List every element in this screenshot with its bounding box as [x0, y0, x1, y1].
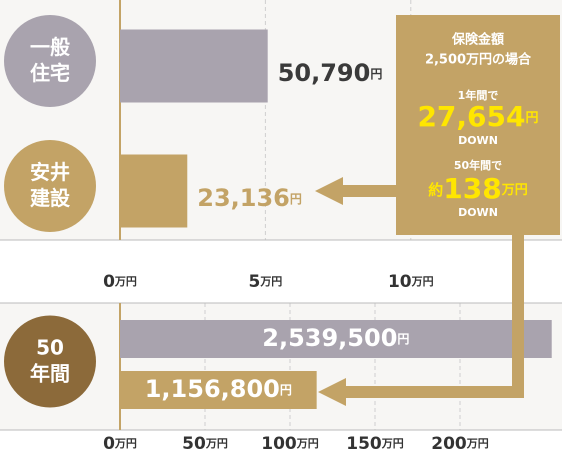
- arrow-shaft: [512, 230, 524, 398]
- category-badge: [4, 315, 96, 408]
- x-tick-label: 0万円: [103, 272, 137, 292]
- value-label: 2,539,500円: [262, 324, 409, 352]
- arrows: [315, 177, 524, 406]
- category-label: 安井建設: [30, 160, 71, 210]
- bar: [120, 371, 317, 409]
- category-badge: [4, 140, 96, 232]
- arrow-shaft: [344, 386, 524, 398]
- category-label: 一般住宅: [30, 35, 70, 85]
- arrow-head: [315, 177, 343, 205]
- x-tick-label: 50万円: [182, 434, 228, 454]
- unit: 円: [526, 111, 539, 126]
- category-label: 50 年間: [30, 335, 70, 385]
- amount: 138: [443, 172, 501, 205]
- x-tick-label: 150万円: [346, 434, 404, 454]
- callout-box: [396, 15, 560, 235]
- bar: [120, 320, 552, 358]
- bar: [120, 154, 188, 228]
- callout-amount: 約138万円: [428, 172, 527, 205]
- callout-label: 50年間で: [454, 158, 502, 172]
- x-tick-label: 200万円: [431, 434, 489, 454]
- prefix: 約: [428, 181, 443, 199]
- category-badge: [4, 15, 96, 107]
- value-label: 1,156,800円: [145, 375, 292, 403]
- x-tick-label: 5万円: [248, 272, 282, 292]
- callout-label: 1年間で: [458, 88, 499, 102]
- value-label: 50,790円: [278, 59, 383, 87]
- arrow-head: [318, 378, 346, 406]
- callout-amount: 27,654円: [417, 100, 538, 133]
- unit: 万円: [501, 183, 528, 198]
- x-tick-label: 10万円: [388, 272, 434, 292]
- amount: 27,654: [417, 100, 525, 133]
- callout-title: 保険金額: [451, 32, 504, 48]
- callout-note: DOWN: [458, 206, 498, 219]
- callout-title: 2,500万円の場合: [425, 52, 532, 68]
- x-tick-label: 100万円: [261, 434, 319, 454]
- arrow-shaft: [340, 185, 400, 197]
- callout-note: DOWN: [458, 134, 498, 147]
- bar: [120, 29, 268, 103]
- value-label: 23,136円: [197, 184, 302, 212]
- x-tick-label: 0万円: [103, 434, 137, 454]
